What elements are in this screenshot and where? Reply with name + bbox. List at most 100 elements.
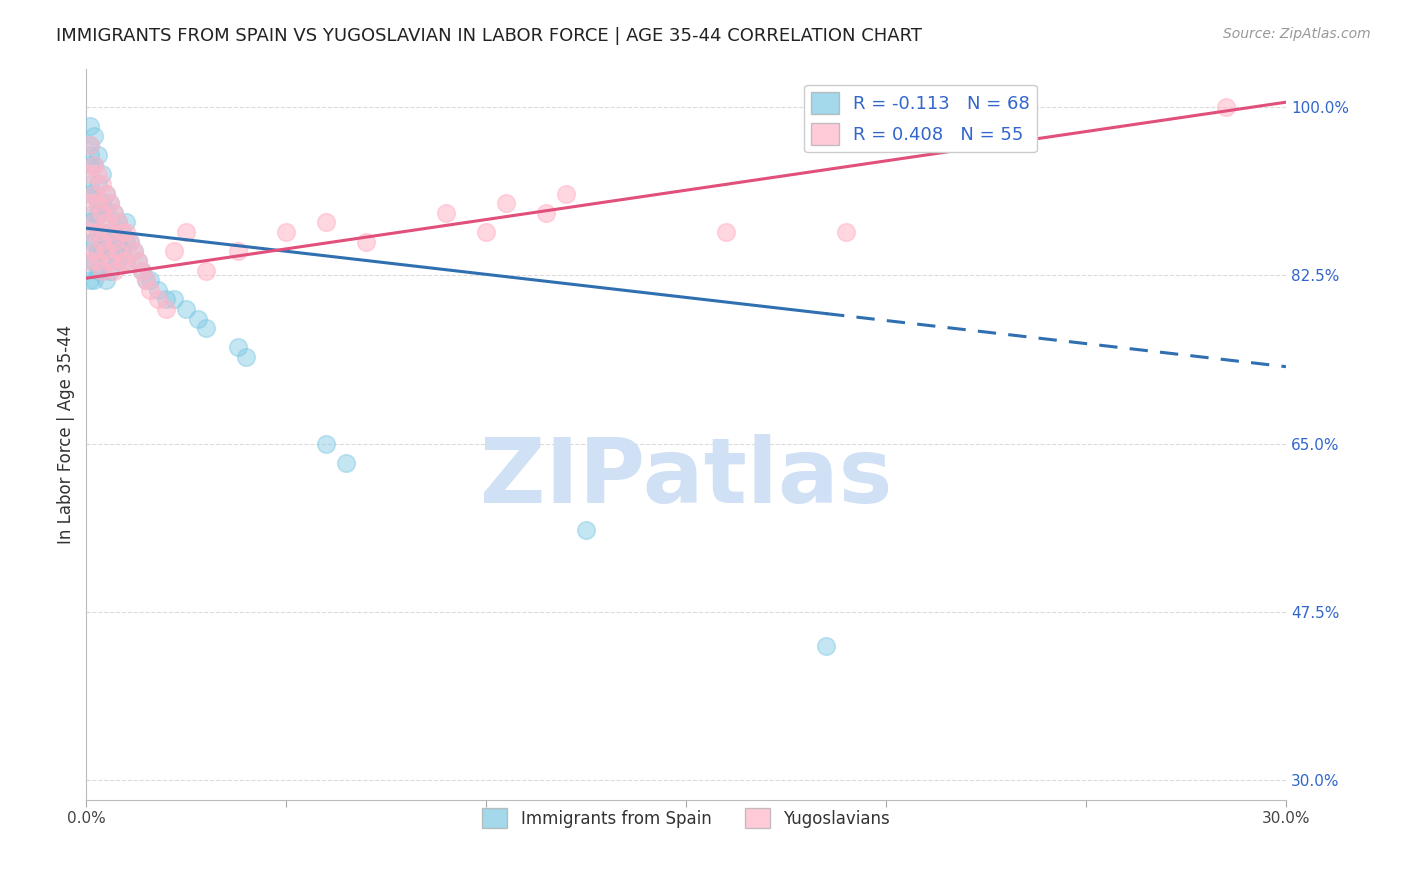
Point [127, 253, 149, 268]
Point [495, 196, 517, 211]
Point [226, 244, 249, 259]
Legend: Immigrants from Spain, Yugoslavians: Immigrants from Spain, Yugoslavians [475, 801, 897, 835]
Point [148, 293, 170, 307]
Point [83, 253, 105, 268]
Point [87, 244, 110, 259]
Point [135, 273, 157, 287]
Point [124, 244, 146, 259]
Point [98, 225, 121, 239]
Point [111, 225, 134, 239]
Point [148, 283, 170, 297]
Point [107, 244, 129, 259]
Point [103, 263, 125, 277]
Point [115, 215, 138, 229]
Point [79, 186, 101, 201]
Point [174, 301, 197, 316]
Point [174, 225, 197, 239]
Point [103, 225, 125, 239]
Point [79, 167, 101, 181]
Point [120, 235, 142, 249]
Point [79, 225, 101, 239]
Point [107, 235, 129, 249]
Point [131, 263, 153, 277]
Point [96, 235, 118, 249]
Point [91, 263, 114, 277]
Point [98, 253, 121, 268]
Point [79, 253, 101, 268]
Point [87, 196, 110, 211]
Point [96, 186, 118, 201]
Point [79, 273, 101, 287]
Text: IMMIGRANTS FROM SPAIN VS YUGOSLAVIAN IN LABOR FORCE | AGE 35-44 CORRELATION CHAR: IMMIGRANTS FROM SPAIN VS YUGOSLAVIAN IN … [56, 27, 922, 45]
Point [111, 225, 134, 239]
Point [187, 311, 209, 326]
Point [96, 273, 118, 287]
Point [79, 196, 101, 211]
Point [163, 244, 186, 259]
Point [83, 128, 105, 143]
Point [155, 293, 177, 307]
Point [79, 215, 101, 229]
Point [83, 186, 105, 201]
Point [79, 158, 101, 172]
Point [111, 253, 134, 268]
Point [96, 253, 118, 268]
Point [83, 186, 105, 201]
Text: Source: ZipAtlas.com: Source: ZipAtlas.com [1223, 27, 1371, 41]
Point [87, 148, 110, 162]
Point [103, 244, 125, 259]
Point [83, 244, 105, 259]
Point [79, 148, 101, 162]
Point [107, 253, 129, 268]
Point [87, 196, 110, 211]
Point [83, 235, 105, 249]
Point [83, 273, 105, 287]
Point [98, 225, 121, 239]
Point [79, 120, 101, 134]
Point [91, 244, 114, 259]
Point [87, 177, 110, 191]
Point [475, 225, 498, 239]
Point [91, 167, 114, 181]
Point [835, 225, 858, 239]
Point [91, 235, 114, 249]
Point [103, 206, 125, 220]
Point [91, 206, 114, 220]
Point [163, 293, 186, 307]
Point [276, 225, 298, 239]
Point [131, 263, 153, 277]
Point [83, 158, 105, 172]
Point [91, 177, 114, 191]
Point [103, 235, 125, 249]
Point [103, 206, 125, 220]
Point [115, 253, 138, 268]
Point [107, 215, 129, 229]
Point [315, 215, 337, 229]
Point [87, 253, 110, 268]
Point [120, 235, 142, 249]
Point [98, 196, 121, 211]
Point [195, 263, 218, 277]
Point [87, 225, 110, 239]
Point [79, 235, 101, 249]
Point [91, 263, 114, 277]
Point [98, 244, 121, 259]
Point [98, 196, 121, 211]
Point [135, 273, 157, 287]
Point [115, 235, 138, 249]
Point [96, 244, 118, 259]
Point [83, 206, 105, 220]
Point [98, 263, 121, 277]
Point [79, 138, 101, 153]
Point [195, 321, 218, 335]
Point [96, 186, 118, 201]
Point [127, 253, 149, 268]
Point [115, 225, 138, 239]
Point [714, 225, 737, 239]
Point [79, 177, 101, 191]
Point [83, 158, 105, 172]
Point [815, 639, 838, 653]
Point [235, 350, 257, 364]
Point [354, 235, 377, 249]
Point [107, 215, 129, 229]
